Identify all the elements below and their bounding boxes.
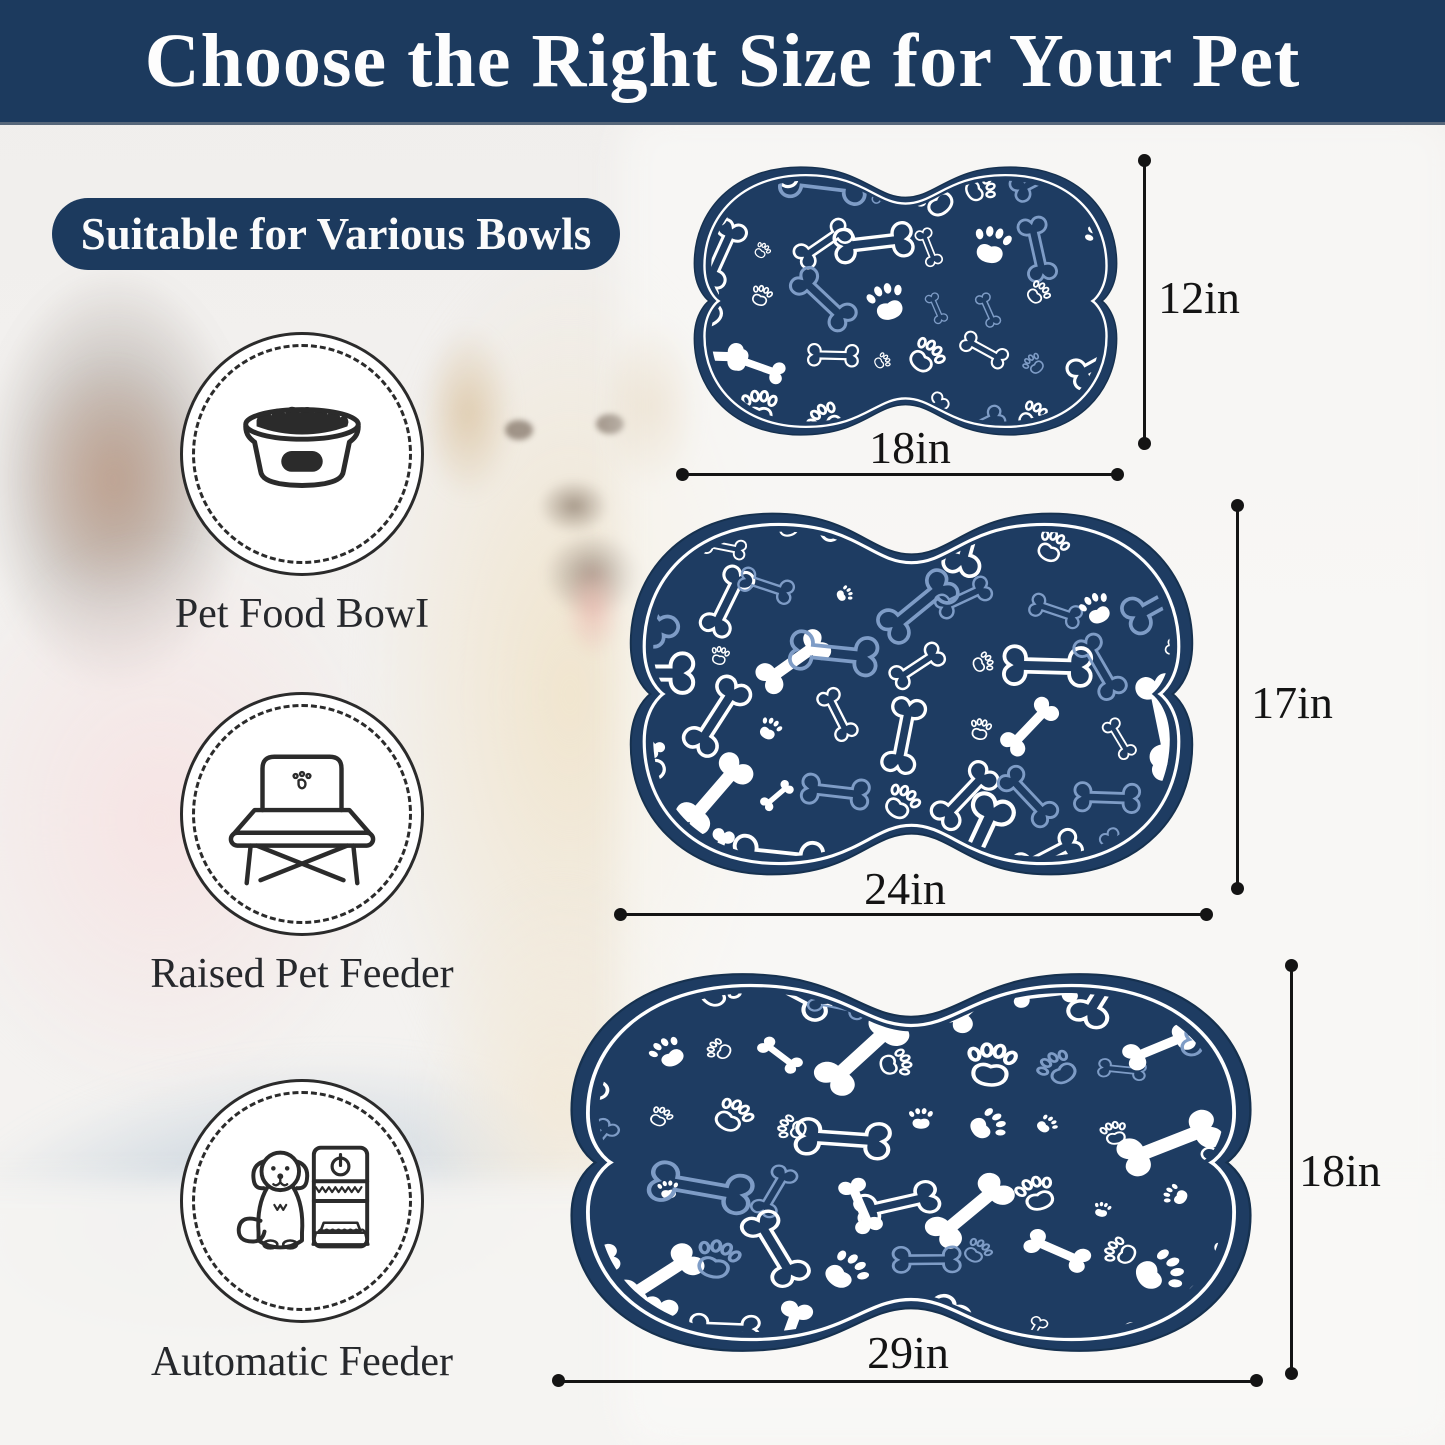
background-dog-eye-right [596,414,624,434]
feature-label-automatic-feeder: Automatic Feeder [150,1339,454,1385]
dimension-dot [1138,154,1151,167]
automatic-feeder-icon [236,1145,370,1250]
dashed-ring [192,704,412,924]
background-dog-nose [538,478,610,534]
badge-label: Suitable for Various Bowls [80,209,592,259]
small-mat-height-line [1143,160,1146,443]
dashed-ring [192,344,412,564]
dimension-dot [676,468,689,481]
small-mat-width-label: 18in [869,422,951,473]
page-title: Choose the Right Size for Your Pet [144,18,1301,103]
feature-label-pet-food-bowl: Pet Food BowI [174,591,430,637]
background-dog-eye-left [505,420,533,440]
mat-small [693,166,1118,436]
large-mat-width-label: 29in [867,1327,949,1378]
medium-mat-width-label: 24in [864,863,946,914]
feature-circle-raised-pet-feeder [180,692,424,936]
large-mat-height-line [1290,965,1293,1373]
mat-medium [629,512,1194,876]
feature-label-raised-pet-feeder: Raised Pet Feeder [150,951,454,997]
background-dog-ear-left [420,325,515,500]
dimension-dot [1285,959,1298,972]
pet-food-bowl-icon [243,406,361,488]
large-mat-height-label: 18in [1299,1145,1381,1196]
dimension-dot [614,908,627,921]
dimension-dot [1285,1367,1298,1380]
dimension-dot [1111,468,1124,481]
dashed-ring [192,1091,412,1311]
small-mat-width-line [682,473,1118,476]
banner: Choose the Right Size for Your Pet [0,0,1445,125]
medium-mat-width-line [620,913,1206,916]
small-mat-height-label: 12in [1158,272,1240,323]
dimension-dot [1231,499,1244,512]
dimension-dot [1200,908,1213,921]
dimension-dot [1250,1374,1263,1387]
dimension-dot [1138,437,1151,450]
raised-pet-feeder-icon [228,754,376,886]
background-dog-tongue [563,558,625,658]
feature-circle-automatic-feeder [180,1079,424,1323]
dimension-dot [552,1374,565,1387]
feature-circle-pet-food-bowl [180,332,424,576]
medium-mat-height-label: 17in [1251,677,1333,728]
medium-mat-height-line [1236,505,1239,888]
dimension-dot [1231,882,1244,895]
suitable-bowls-badge: Suitable for Various Bowls [52,198,620,270]
large-mat-width-line [558,1380,1256,1383]
mat-large [570,973,1252,1352]
